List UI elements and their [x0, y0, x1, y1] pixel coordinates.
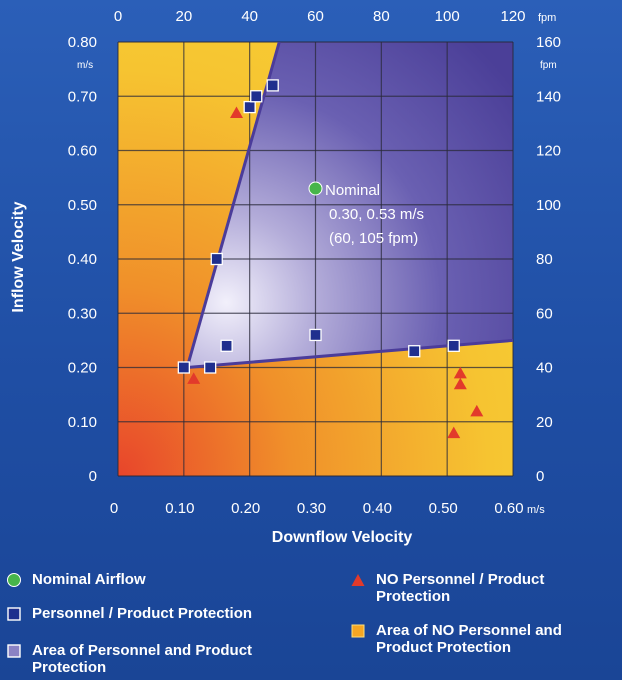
legend-item-personnel: Personnel / Product Protection	[6, 605, 252, 622]
legend: Nominal Airflow Personnel / Product Prot…	[0, 560, 622, 680]
y-tick-label: 0.20	[68, 360, 97, 377]
y-axis-ticks: 0 0.10 0.20 0.30 0.40 0.50 0.60 0.70 0.80	[68, 34, 97, 485]
top-tick-label: 120	[500, 8, 525, 25]
purple-area-square-icon	[7, 644, 21, 658]
blue-square-icon	[7, 607, 21, 621]
right-tick-label: 80	[536, 251, 553, 268]
x-axis-unit: m/s	[527, 504, 545, 516]
right-axis-ticks: 0 20 40 60 80 100 120 140 160	[536, 34, 561, 485]
orange-square-icon	[351, 624, 365, 638]
personnel-protection-point	[250, 90, 263, 103]
right-tick-label: 120	[536, 143, 561, 160]
y-axis-unit: m/s	[77, 60, 93, 71]
legend-item-area-no: Area of NO Personnel and Product Protect…	[350, 622, 615, 656]
right-tick-label: 20	[536, 414, 553, 431]
y-tick-label: 0.30	[68, 305, 97, 322]
nominal-annotation: Nominal 0.30, 0.53 m/s (60, 105 fpm)	[325, 182, 424, 247]
x-tick-label: 0	[110, 500, 118, 517]
top-tick-label: 60	[307, 8, 324, 25]
x-tick-label: 0.40	[363, 500, 392, 517]
right-tick-label: 0	[536, 468, 544, 485]
legend-label-area-no: Area of NO Personnel and Product Protect…	[376, 622, 562, 656]
y-tick-label: 0.70	[68, 88, 97, 105]
y-tick-label: 0.80	[68, 34, 97, 51]
right-tick-label: 40	[536, 360, 553, 377]
personnel-protection-point	[220, 339, 233, 352]
y-tick-label: 0	[89, 468, 97, 485]
personnel-protection-point	[177, 361, 190, 374]
nominal-airflow-point	[308, 181, 323, 196]
nominal-annotation-line-1: Nominal	[325, 182, 380, 199]
right-tick-label: 100	[536, 197, 561, 214]
top-axis-unit: fpm	[538, 12, 556, 24]
right-tick-label: 140	[536, 88, 561, 105]
legend-label-no-personnel: NO Personnel / Product Protection	[376, 571, 545, 605]
x-tick-label: 0.60	[494, 500, 523, 517]
top-tick-label: 20	[175, 8, 192, 25]
personnel-protection-point	[309, 328, 322, 342]
x-tick-label: 0.20	[231, 500, 260, 517]
y-axis-label: Inflow Velocity	[10, 201, 27, 312]
personnel-protection-point	[204, 361, 217, 374]
x-tick-label: 0.30	[297, 500, 326, 517]
nominal-annotation-line-3: (60, 105 fpm)	[329, 230, 418, 247]
no-protection-point	[230, 106, 243, 119]
legend-label-nominal: Nominal Airflow	[32, 571, 146, 588]
green-circle-icon	[7, 573, 21, 587]
top-tick-label: 0	[114, 8, 122, 25]
legend-label-area-personnel: Area of Personnel and Product Protection	[32, 642, 253, 676]
legend-item-nominal: Nominal Airflow	[6, 571, 146, 588]
personnel-protection-point	[243, 100, 256, 114]
no-protection-point	[470, 404, 484, 417]
right-tick-label: 60	[536, 305, 553, 322]
y-tick-label: 0.50	[68, 197, 97, 214]
nominal-annotation-line-2: 0.30, 0.53 m/s	[329, 206, 424, 223]
top-tick-label: 40	[241, 8, 258, 25]
data-points	[177, 79, 484, 439]
personnel-protection-point	[408, 345, 421, 358]
personnel-protection-point	[266, 79, 279, 92]
personnel-protection-point	[447, 339, 460, 352]
x-tick-label: 0.10	[165, 500, 194, 517]
y-tick-label: 0.10	[68, 414, 97, 431]
x-tick-label: 0.50	[429, 500, 458, 517]
x-axis-ticks: 0 0.10 0.20 0.30 0.40 0.50 0.60	[110, 500, 524, 517]
y-tick-label: 0.40	[68, 251, 97, 268]
right-tick-label: 160	[536, 34, 561, 51]
right-axis-unit: fpm	[540, 60, 557, 71]
chart: 0 0.10 0.20 0.30 0.40 0.50 0.60 00.100.200.300…	[10, 8, 561, 546]
top-tick-label: 80	[373, 8, 390, 25]
x-axis-label: Downflow Velocity	[272, 529, 413, 546]
no-protection-point	[453, 366, 467, 379]
legend-item-no-personnel: NO Personnel / Product Protection	[350, 571, 580, 605]
no-protection-point	[187, 372, 201, 384]
top-tick-label: 100	[435, 8, 460, 25]
y-tick-label: 0.60	[68, 143, 97, 160]
legend-item-area-personnel: Area of Personnel and Product Protection	[6, 642, 276, 676]
personnel-protection-point	[210, 252, 223, 266]
no-protection-point	[453, 377, 467, 390]
boundary-line	[185, 42, 281, 368]
red-triangle-icon	[351, 574, 365, 586]
top-axis-ticks: 0 20 40 60 80 100 120	[114, 8, 526, 25]
legend-label-personnel: Personnel / Product Protection	[32, 605, 253, 622]
no-protection-point	[447, 426, 461, 439]
